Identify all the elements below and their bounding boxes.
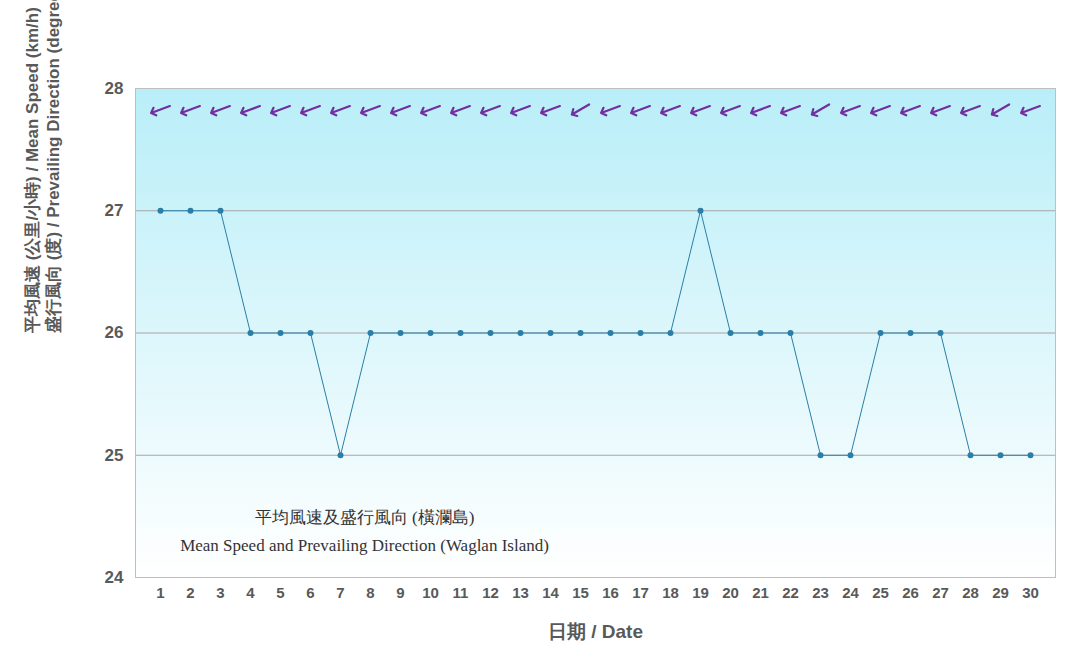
svg-text:5: 5 [276,584,284,601]
svg-text:21: 21 [752,584,769,601]
svg-text:29: 29 [992,584,1009,601]
svg-text:22: 22 [782,584,799,601]
svg-text:20: 20 [722,584,739,601]
svg-text:13: 13 [512,584,529,601]
svg-text:14: 14 [542,584,559,601]
svg-text:6: 6 [306,584,314,601]
svg-text:平均風速 (公里/小時) / Mean Speed (km/: 平均風速 (公里/小時) / Mean Speed (km/h) [23,7,42,334]
svg-text:28: 28 [962,584,979,601]
svg-text:27: 27 [932,584,949,601]
svg-text:9: 9 [396,584,404,601]
svg-text:Mean Speed and Prevailing Dire: Mean Speed and Prevailing Direction (Wag… [180,536,549,555]
svg-text:28: 28 [105,79,124,98]
svg-text:8: 8 [366,584,374,601]
svg-text:19: 19 [692,584,709,601]
svg-text:18: 18 [662,584,679,601]
svg-text:11: 11 [453,584,469,601]
svg-text:25: 25 [105,446,124,465]
svg-text:16: 16 [602,584,619,601]
svg-text:1: 1 [156,584,164,601]
svg-text:3: 3 [216,584,224,601]
svg-text:平均風速及盛行風向 (橫瀾島): 平均風速及盛行風向 (橫瀾島) [255,508,475,527]
svg-text:24: 24 [105,568,124,587]
svg-text:26: 26 [105,323,124,342]
svg-text:17: 17 [632,584,649,601]
svg-text:日期 / Date: 日期 / Date [548,621,643,642]
svg-text:7: 7 [336,584,344,601]
svg-text:30: 30 [1022,584,1039,601]
svg-text:26: 26 [902,584,919,601]
svg-text:12: 12 [482,584,499,601]
svg-text:盛行風向 (度) / Prevailing Directio: 盛行風向 (度) / Prevailing Direction (degrees… [44,0,63,334]
svg-text:27: 27 [105,201,124,220]
svg-text:15: 15 [572,584,589,601]
svg-text:10: 10 [422,584,439,601]
svg-text:24: 24 [842,584,859,601]
svg-text:4: 4 [246,584,255,601]
svg-text:25: 25 [872,584,889,601]
svg-text:23: 23 [812,584,829,601]
svg-text:2: 2 [186,584,194,601]
